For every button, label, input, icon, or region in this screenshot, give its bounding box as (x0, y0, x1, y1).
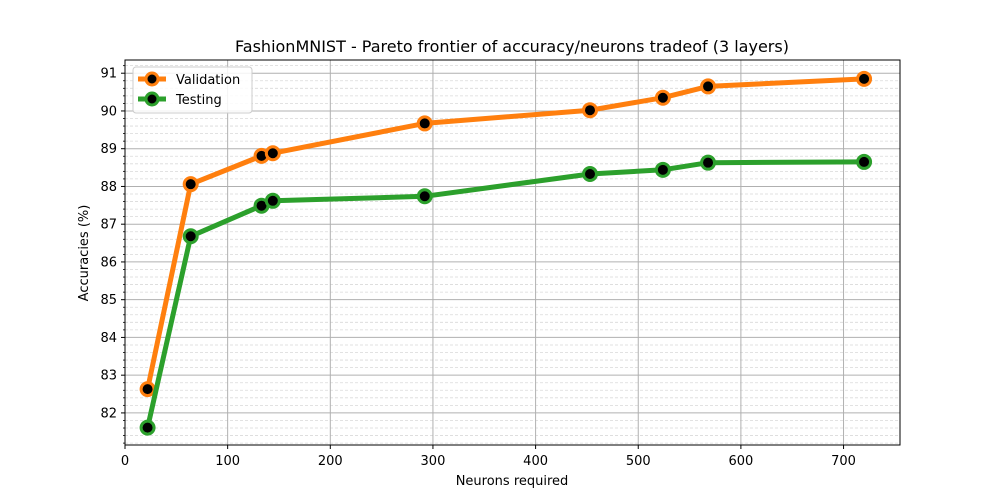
y-tick-label: 89 (100, 142, 117, 157)
testing-data-point (700, 154, 717, 171)
testing-data-point (416, 188, 433, 205)
x-axis-label: Neurons required (456, 474, 569, 489)
y-tick-label: 90 (100, 104, 117, 119)
y-tick-label: 83 (100, 369, 117, 384)
x-tick-label: 300 (421, 454, 446, 469)
legend-validation-marker (144, 71, 160, 87)
y-tick-label: 85 (100, 293, 117, 308)
validation-data-point (582, 102, 598, 119)
y-tick-label: 91 (100, 67, 117, 82)
validation-data-point (139, 381, 156, 398)
testing-data-point (182, 228, 199, 245)
x-tick-label: 100 (215, 454, 240, 469)
y-tick-label: 82 (100, 406, 117, 421)
chart-title: FashionMNIST - Pareto frontier of accura… (235, 37, 789, 56)
legend-testing-marker (144, 91, 160, 107)
x-tick-label: 600 (728, 454, 753, 469)
validation-data-point (700, 78, 717, 95)
testing-data-point (856, 153, 873, 170)
y-tick-label: 88 (100, 180, 117, 195)
validation-data-point (856, 70, 873, 87)
validation-data-point (416, 115, 433, 132)
x-tick-label: 0 (121, 454, 129, 469)
testing-data-point (264, 192, 281, 209)
validation-data-point (182, 176, 199, 193)
series-layer (139, 70, 873, 436)
x-tick-label: 700 (831, 454, 856, 469)
testing-data-point (654, 161, 671, 178)
validation-series-line (145, 76, 867, 392)
x-tick-label: 200 (318, 454, 343, 469)
plot-frame (124, 59, 901, 446)
y-tick-label: 87 (100, 218, 117, 233)
axis-ticks: 82 83 84 85 86 87 88 89 90 91 0 100 200 300 400 500 600 7… (100, 65, 856, 469)
x-tick-label: 400 (523, 454, 548, 469)
y-tick-label: 84 (100, 331, 117, 346)
legend: Validation Testing (132, 66, 253, 114)
x-tick-label: 500 (626, 454, 651, 469)
legend-validation-label: Validation (176, 73, 240, 88)
legend-testing-label: Testing (175, 93, 222, 108)
testing-data-point (139, 419, 156, 436)
validation-data-point (264, 145, 281, 162)
testing-data-point (582, 165, 598, 182)
y-tick-label: 86 (100, 255, 117, 270)
y-axis-label: Accuracies (%) (77, 205, 92, 302)
validation-data-point (654, 89, 671, 106)
